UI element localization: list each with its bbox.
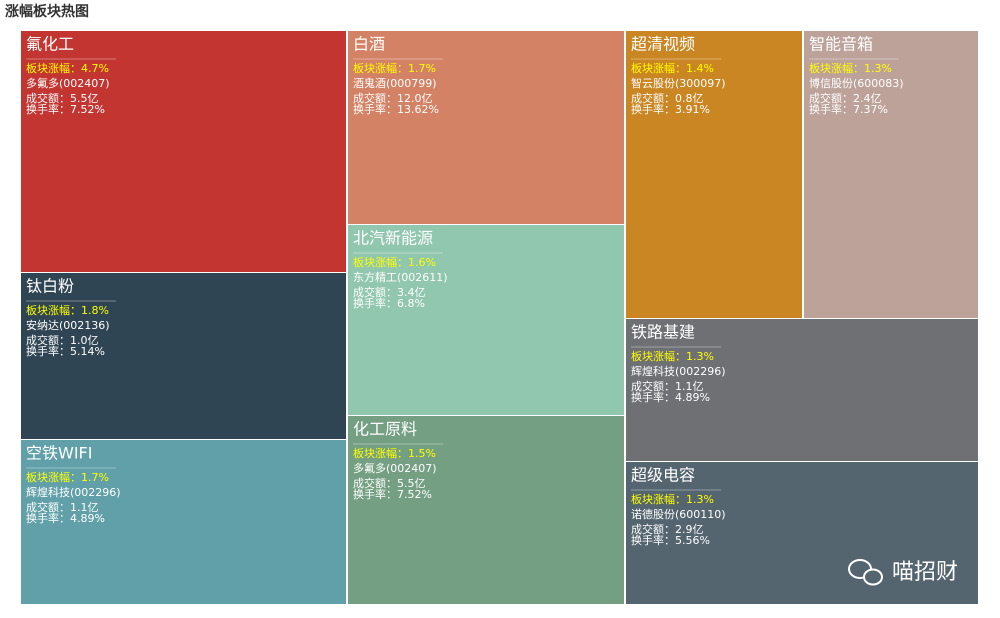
tile-turnover: 成交额：2.9亿 bbox=[631, 522, 704, 536]
tile-stock: 安纳达(002136) bbox=[26, 318, 110, 332]
tile-name: 钛白粉 bbox=[26, 277, 74, 296]
tile-turnover: 成交额：0.8亿 bbox=[631, 91, 704, 105]
tile-name: 空铁WIFI bbox=[26, 444, 92, 463]
tile-name: 铁路基建 bbox=[631, 323, 695, 342]
tile-turnover: 成交额：2.4亿 bbox=[809, 91, 882, 105]
tile-rect bbox=[21, 440, 346, 604]
tile-stock: 智云股份(300097) bbox=[631, 76, 726, 90]
tile-stock: 多氟多(002407) bbox=[353, 461, 437, 475]
tile-change: 板块涨幅：4.7% bbox=[26, 61, 109, 75]
tile: 化工原料板块涨幅：1.5%多氟多(002407)成交额：5.5亿换手率：7.52… bbox=[348, 416, 624, 604]
tile-turnover: 成交额：1.1亿 bbox=[631, 379, 704, 393]
tile-rect bbox=[348, 416, 624, 604]
tile-name: 智能音箱 bbox=[809, 35, 873, 54]
tile-turnover-rate: 换手率：7.37% bbox=[809, 102, 888, 116]
tile-stock: 博信股份(600083) bbox=[809, 77, 904, 90]
tile-change: 板块涨幅：1.3% bbox=[631, 349, 714, 363]
tile-rect bbox=[21, 273, 346, 439]
tile: 超级电容板块涨幅：1.3%诺德股份(600110)成交额：2.9亿换手率：5.5… bbox=[626, 462, 978, 604]
tile: 超清视频板块涨幅：1.4%智云股份(300097)成交额：0.8亿换手率：3.9… bbox=[626, 31, 802, 318]
watermark-text: 喵招财 bbox=[892, 560, 958, 585]
tiles: 氟化工板块涨幅：4.7%多氟多(002407)成交额：5.5亿换手率：7.52%… bbox=[21, 31, 978, 604]
tile-change: 板块涨幅：1.3% bbox=[631, 492, 714, 506]
tile-name: 北汽新能源 bbox=[353, 229, 433, 248]
tile-stock: 酒鬼酒(000799) bbox=[353, 76, 437, 90]
tile: 白酒板块涨幅：1.7%酒鬼酒(000799)成交额：12.0亿换手率：13.62… bbox=[348, 31, 624, 224]
tile-turnover-rate: 换手率：3.91% bbox=[631, 102, 710, 116]
tile-change: 板块涨幅：1.6% bbox=[353, 255, 436, 269]
tile-stock: 东方精工(002611) bbox=[353, 270, 448, 284]
tile-turnover-rate: 换手率：4.89% bbox=[631, 390, 710, 404]
tile-turnover: 成交额：1.0亿 bbox=[26, 333, 99, 347]
tile-rect bbox=[348, 225, 624, 415]
tile-turnover-rate: 换手率：5.56% bbox=[631, 533, 710, 547]
tile-turnover-rate: 换手率：5.14% bbox=[26, 344, 105, 358]
tile-turnover-rate: 换手率：4.89% bbox=[26, 511, 105, 525]
tile-turnover: 成交额：5.5亿 bbox=[26, 91, 99, 105]
tile: 铁路基建板块涨幅：1.3%辉煌科技(002296)成交额：1.1亿换手率：4.8… bbox=[626, 319, 978, 461]
watermark: 喵招财 bbox=[848, 559, 958, 586]
tile: 空铁WIFI 板块涨幅：1.7%辉煌科技(002296)成交额：1.1亿换手率：4… bbox=[21, 440, 346, 604]
tile-change: 板块涨幅：1.7% bbox=[353, 61, 436, 75]
tile-change: 板块涨幅：1.3% bbox=[809, 61, 892, 75]
tile-turnover-rate: 换手率：7.52% bbox=[26, 102, 105, 116]
tile-name: 化工原料 bbox=[353, 420, 417, 439]
tile-rect bbox=[348, 31, 624, 224]
tile-stock: 多氟多(002407) bbox=[26, 76, 110, 90]
tile-turnover: 成交额：3.4亿 bbox=[353, 285, 426, 299]
tile-rect bbox=[626, 31, 802, 318]
tile-change: 板块涨幅：1.4% bbox=[631, 61, 714, 75]
tile-change: 板块涨幅：1.5% bbox=[353, 446, 436, 460]
tile-turnover: 成交额：1.1亿 bbox=[26, 500, 99, 514]
wechat-icon bbox=[863, 568, 883, 586]
tile-change: 板块涨幅：1.8% bbox=[26, 303, 109, 317]
tile-rect bbox=[21, 31, 346, 272]
tile-stock: 辉煌科技(002296) bbox=[26, 485, 121, 499]
tile-stock: 诺德股份(600110) bbox=[631, 507, 726, 521]
tile-name: 超级电容 bbox=[631, 466, 695, 485]
tile-rect bbox=[804, 31, 978, 318]
chart-title: 涨幅板块热图 bbox=[5, 3, 89, 20]
tile-turnover: 成交额：5.5亿 bbox=[353, 476, 426, 490]
tile-rect bbox=[626, 462, 978, 604]
tile-turnover-rate: 换手率：7.52% bbox=[353, 487, 432, 501]
tile: 北汽新能源板块涨幅：1.6%东方精工(002611)成交额：3.4亿换手率：6.… bbox=[348, 225, 624, 415]
tile-turnover-rate: 换手率：13.62% bbox=[353, 102, 439, 116]
tile-turnover-rate: 换手率：6.8% bbox=[353, 296, 425, 310]
tile-stock: 辉煌科技(002296) bbox=[631, 364, 726, 378]
tile-change: 板块涨幅：1.7% bbox=[26, 470, 109, 484]
tile-name: 超清视频 bbox=[631, 35, 695, 54]
tile-rect bbox=[626, 319, 978, 461]
tile-name: 氟化工 bbox=[26, 35, 74, 54]
tile-name: 白酒 bbox=[353, 35, 385, 54]
tile-turnover: 成交额：12.0亿 bbox=[353, 91, 433, 105]
